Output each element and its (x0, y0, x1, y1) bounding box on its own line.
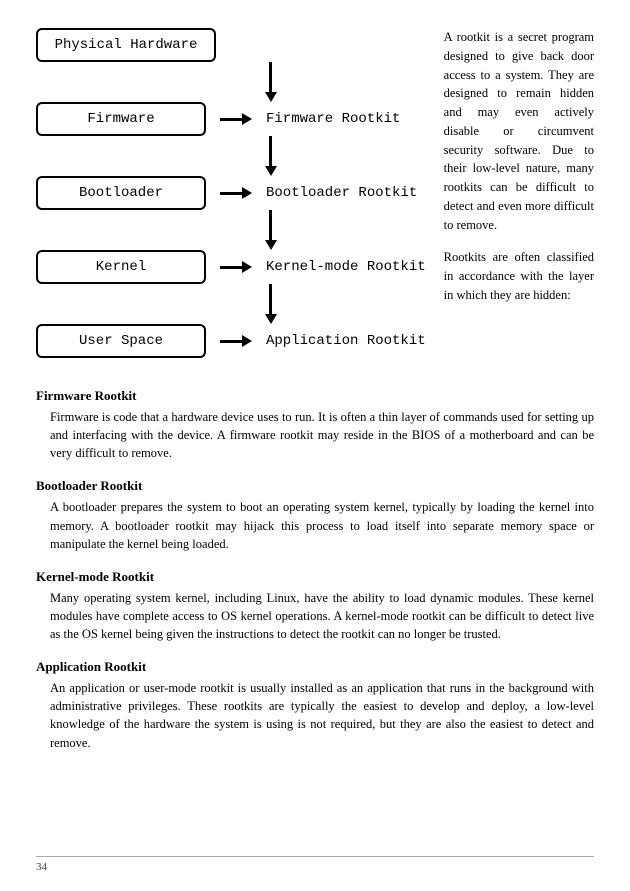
layer-physical-hardware: Physical Hardware (36, 28, 426, 62)
right-arrow-icon (220, 261, 252, 273)
rootkit-sections: Firmware Rootkit Firmware is code that a… (36, 388, 594, 752)
box-physical-hardware: Physical Hardware (36, 28, 216, 62)
section-body: An application or user-mode rootkit is u… (36, 679, 594, 752)
page-footer: 34 (36, 856, 594, 873)
layer-kernel: Kernel Kernel-mode Rootkit (36, 250, 426, 284)
intro-paragraph-2: Rootkits are often classified in accorda… (444, 248, 594, 304)
section-title: Bootloader Rootkit (36, 478, 594, 494)
page-number: 34 (36, 861, 47, 873)
down-arrow-icon (116, 284, 426, 324)
layer-firmware: Firmware Firmware Rootkit (36, 102, 426, 136)
section-title: Firmware Rootkit (36, 388, 594, 404)
box-kernel: Kernel (36, 250, 206, 284)
section-title: Kernel-mode Rootkit (36, 569, 594, 585)
down-arrow-icon (116, 136, 426, 176)
layer-diagram: Physical Hardware Firmware Firmware Root… (36, 28, 426, 358)
layer-user-space: User Space Application Rootkit (36, 324, 426, 358)
right-arrow-icon (220, 113, 252, 125)
box-bootloader: Bootloader (36, 176, 206, 210)
label-application-rootkit: Application Rootkit (266, 333, 426, 349)
label-kernel-rootkit: Kernel-mode Rootkit (266, 259, 426, 275)
intro-paragraph-1: A rootkit is a secret program designed t… (444, 28, 594, 234)
section-bootloader-rootkit: Bootloader Rootkit A bootloader prepares… (36, 478, 594, 552)
intro-text: A rootkit is a secret program designed t… (444, 28, 594, 358)
right-arrow-icon (220, 187, 252, 199)
section-body: Many operating system kernel, including … (36, 589, 594, 643)
section-kernel-rootkit: Kernel-mode Rootkit Many operating syste… (36, 569, 594, 643)
layer-bootloader: Bootloader Bootloader Rootkit (36, 176, 426, 210)
right-arrow-icon (220, 335, 252, 347)
section-body: Firmware is code that a hardware device … (36, 408, 594, 462)
down-arrow-icon (116, 210, 426, 250)
down-arrow-icon (116, 62, 426, 102)
section-title: Application Rootkit (36, 659, 594, 675)
label-firmware-rootkit: Firmware Rootkit (266, 111, 400, 127)
box-user-space: User Space (36, 324, 206, 358)
box-firmware: Firmware (36, 102, 206, 136)
section-firmware-rootkit: Firmware Rootkit Firmware is code that a… (36, 388, 594, 462)
section-body: A bootloader prepares the system to boot… (36, 498, 594, 552)
label-bootloader-rootkit: Bootloader Rootkit (266, 185, 417, 201)
section-application-rootkit: Application Rootkit An application or us… (36, 659, 594, 752)
